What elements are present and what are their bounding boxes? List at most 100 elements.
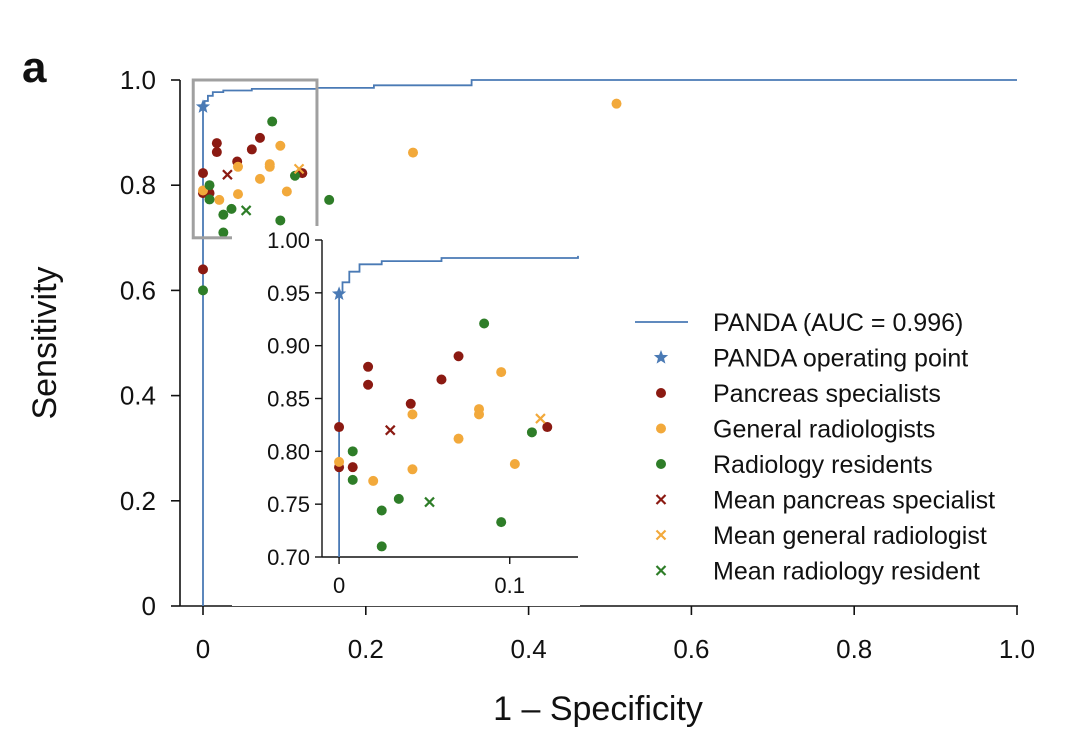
zoom-box (191, 78, 319, 240)
point-residents (218, 227, 229, 238)
legend-x-marker (655, 494, 667, 505)
x-tick-label: 1.0 (999, 634, 1035, 664)
inset-x-tick-label: 0.1 (494, 573, 525, 598)
x-tick-label: 0.8 (836, 634, 872, 664)
inset-point-residents (347, 474, 358, 485)
inset-point-pancreas (405, 398, 416, 409)
point-general (275, 140, 286, 151)
inset-point-general (407, 464, 418, 475)
y-tick-label: 1.0 (120, 65, 156, 95)
point-general (264, 161, 275, 172)
inset-point-general (453, 433, 464, 444)
legend-label: Mean radiology resident (713, 558, 980, 586)
inset-operating-point-star (331, 286, 347, 300)
x-tick-label: 0.2 (348, 634, 384, 664)
y-tick-label: 0.2 (120, 486, 156, 516)
point-residents (324, 194, 335, 205)
legend-dot-marker (656, 459, 666, 469)
inset-point-pancreas (334, 422, 345, 433)
inset-point-residents (376, 541, 387, 552)
legend-dot-marker (656, 423, 666, 434)
point-pancreas (246, 144, 257, 155)
point-residents (198, 285, 208, 296)
x-tick-label: 0.4 (511, 634, 547, 664)
point-general (281, 186, 292, 197)
inset-point-pancreas (363, 379, 374, 390)
legend-label: Mean general radiologist (713, 522, 987, 550)
operating-point-star (195, 99, 211, 113)
legend-x-marker (655, 529, 667, 541)
point-residents (226, 203, 237, 214)
inset-point-residents (526, 427, 537, 438)
legend-dot-marker (656, 388, 666, 398)
mean-residents (240, 205, 252, 216)
point-residents (218, 209, 229, 220)
point-residents (267, 116, 278, 127)
inset-point-pancreas (542, 422, 553, 433)
inset-y-tick-label: 0.95 (267, 281, 310, 306)
inset-mean-pancreas (384, 424, 396, 436)
y-tick-label: 0 (142, 591, 156, 621)
inset-y-tick-label: 0.90 (267, 334, 310, 359)
point-residents (275, 215, 286, 226)
point-residents (204, 194, 215, 205)
inset-point-residents (393, 493, 404, 504)
legend-label: PANDA (AUC = 0.996) (713, 309, 963, 337)
inset-mean-general (535, 413, 546, 424)
y-tick-label: 0.8 (120, 170, 156, 200)
inset-y-tick-label: 1.00 (267, 228, 310, 253)
inset-background (232, 226, 580, 606)
point-residents (204, 180, 215, 191)
inset-y-tick-label: 0.85 (267, 387, 310, 412)
point-pancreas (254, 132, 265, 143)
inset-point-general (334, 456, 345, 467)
inset-point-pancreas (347, 462, 358, 473)
point-pancreas (198, 264, 208, 275)
y-tick-label: 0.6 (120, 275, 156, 305)
inset-point-general (496, 367, 507, 378)
inset-mean-residents (424, 496, 435, 508)
panel-label: a (22, 43, 47, 92)
legend-label: PANDA operating point (713, 345, 968, 373)
y-tick-label: 0.4 (120, 381, 156, 411)
inset-roc-curve (338, 255, 579, 557)
legend-label: Radiology residents (713, 451, 933, 479)
inset-point-general (474, 409, 485, 420)
inset-point-pancreas (363, 361, 374, 372)
point-residents (289, 170, 300, 181)
inset-plot: 0.70 0.75 0.80 0.85 0.90 0.95 1.00 0 0.1 (267, 228, 579, 598)
legend-star-marker (653, 350, 669, 364)
mean-pancreas (222, 169, 233, 180)
inset-x-tick-label: 0 (333, 573, 345, 598)
inset-point-residents (479, 318, 490, 329)
inset-point-pancreas (453, 351, 464, 362)
inset-y-tick-label: 0.80 (267, 439, 310, 464)
point-pancreas (211, 147, 222, 158)
y-axis-label: Sensitivity (26, 266, 64, 419)
point-pancreas (198, 168, 208, 179)
inset-y-tick-label: 0.70 (267, 545, 310, 570)
inset-y-tick-label: 0.75 (267, 492, 310, 517)
inset-point-residents (347, 446, 358, 457)
x-tick-label: 0 (196, 634, 210, 664)
point-general (233, 161, 244, 172)
point-general (254, 173, 265, 184)
point-general (408, 147, 419, 158)
inset-point-general (407, 409, 418, 420)
legend-label: Pancreas specialists (713, 380, 941, 408)
legend-label: General radiologists (713, 416, 935, 444)
legend-label: Mean pancreas specialist (713, 487, 995, 515)
inset-point-general (368, 475, 379, 486)
x-tick-label: 0.6 (673, 634, 709, 664)
point-pancreas (211, 138, 222, 149)
main-plot: 0 0.2 0.4 0.6 0.8 1.000.20.40.60.81.0 (120, 65, 1035, 664)
inset-point-residents (496, 517, 507, 528)
inset-point-pancreas (436, 374, 447, 385)
point-general (611, 98, 622, 109)
legend-x-marker (655, 565, 667, 576)
legend: PANDA (AUC = 0.996) PANDA operating point… (635, 309, 995, 586)
x-axis-label: 1 – Specificity (493, 690, 703, 728)
inset-point-general (509, 459, 520, 470)
point-general (214, 194, 225, 205)
